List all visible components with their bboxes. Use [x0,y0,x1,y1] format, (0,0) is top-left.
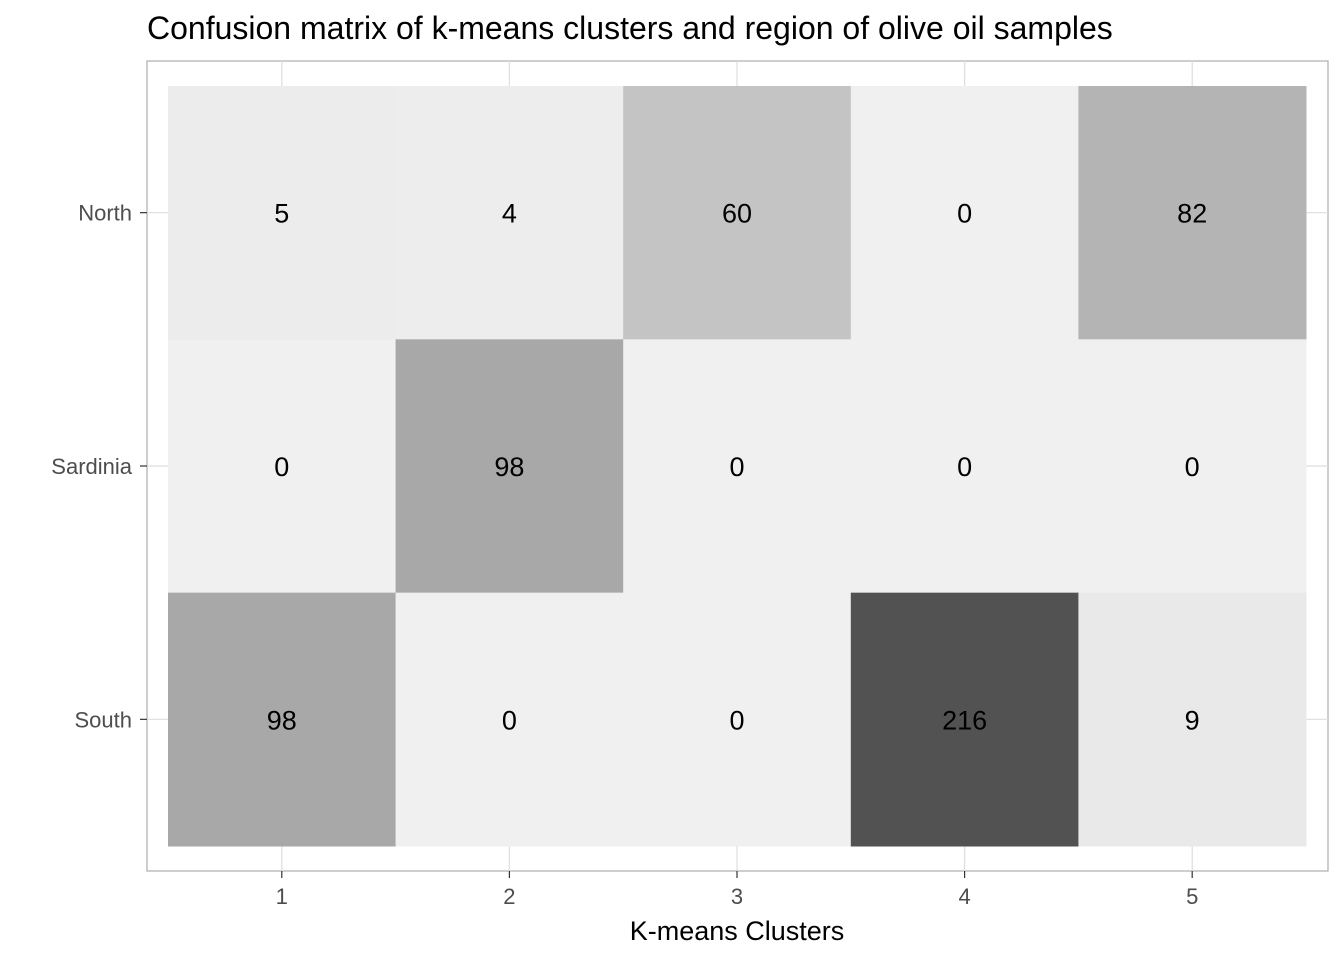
x-tick-label: 4 [958,884,970,909]
axes: 1 2 3 4 5 North Sardinia South [51,201,1198,909]
cell-labels: 5 4 60 0 82 0 98 0 0 0 98 0 0 216 9 [267,199,1207,736]
x-tick-label: 1 [276,884,288,909]
x-tick-label: 5 [1186,884,1198,909]
heatmap-cell [850,592,1079,847]
heatmap-cells [168,86,1307,847]
heatmap-cell [168,86,397,340]
y-tick-label: Sardinia [51,454,132,479]
cell-value-label: 98 [267,705,297,735]
cell-value-label: 4 [502,199,517,229]
heatmap-cell [623,86,852,340]
cell-value-label: 0 [502,705,517,735]
cell-value-label: 216 [942,705,987,735]
heatmap-cell [623,339,852,594]
x-tick-label: 3 [731,884,743,909]
heatmap-cell [1078,86,1307,340]
heatmap-cell [395,339,624,594]
x-tick-label: 2 [503,884,515,909]
heatmap-cell [395,86,624,340]
cell-value-label: 60 [722,199,752,229]
cell-value-label: 0 [729,705,744,735]
heatmap-cell [850,339,1079,594]
cell-value-label: 0 [957,199,972,229]
heatmap-cell [168,339,397,594]
heatmap-cell [850,86,1079,340]
cell-value-label: 82 [1177,199,1207,229]
heatmap-cell [623,592,852,847]
cell-value-label: 0 [729,452,744,482]
heatmap-cell [395,592,624,847]
cell-value-label: 0 [1185,452,1200,482]
cell-value-label: 9 [1185,705,1200,735]
heatmap-cell [1078,592,1307,847]
cell-value-label: 0 [957,452,972,482]
chart-title: Confusion matrix of k-means clusters and… [147,10,1113,46]
y-tick-label: North [78,201,132,226]
x-axis-title: K-means Clusters [630,916,845,946]
y-tick-label: South [75,707,133,732]
cell-value-label: 5 [274,199,289,229]
cell-value-label: 98 [494,452,524,482]
heatmap-cell [168,592,397,847]
cell-value-label: 0 [274,452,289,482]
heatmap-cell [1078,339,1307,594]
